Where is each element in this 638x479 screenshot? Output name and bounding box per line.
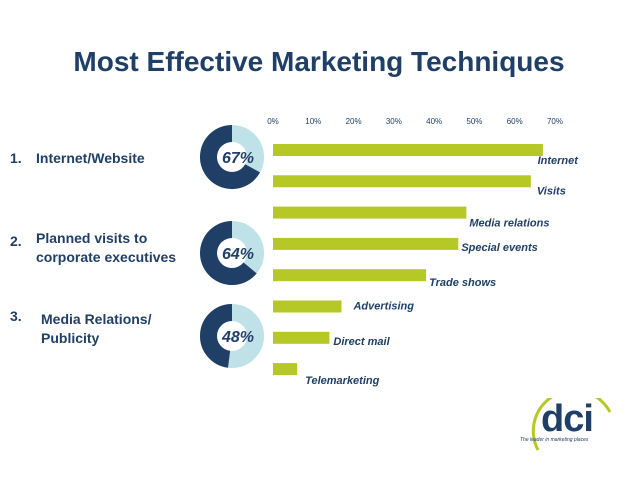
- x-tick-label: 40%: [426, 117, 442, 126]
- donut-label: 67%: [222, 150, 254, 167]
- bar-label: Visits: [537, 185, 566, 197]
- bar: [273, 144, 543, 156]
- bar: [273, 300, 342, 313]
- donut-arc: [200, 304, 233, 368]
- x-tick-label: 50%: [466, 117, 482, 126]
- x-tick-label: 20%: [346, 117, 362, 126]
- donut-label: 64%: [222, 246, 254, 263]
- bar: [273, 269, 427, 282]
- bar-label: Direct mail: [333, 336, 390, 348]
- rank-number: 3.: [10, 308, 22, 324]
- x-tick-label: 10%: [305, 117, 321, 126]
- x-tick-label: 30%: [386, 117, 402, 126]
- bar-label: Media relations: [469, 218, 549, 230]
- bar: [273, 331, 330, 344]
- rank-label: Media Relations/ Publicity: [41, 310, 151, 348]
- x-tick-label: 60%: [507, 117, 523, 126]
- rank-label: Planned visits to corporate executives: [36, 229, 176, 267]
- bar: [273, 206, 467, 219]
- rank-label: Internet/Website: [36, 149, 145, 168]
- donut-arc: [200, 221, 257, 285]
- logo-name: dci: [541, 398, 594, 440]
- rank-number: 1.: [10, 150, 22, 166]
- rank-label-line: Publicity: [41, 330, 100, 346]
- rank-label-line: Internet/Website: [36, 150, 145, 166]
- dci-logo-ring: [531, 398, 612, 451]
- bar-label: Trade shows: [429, 277, 496, 289]
- donut-label: 48%: [221, 329, 254, 346]
- bar-label: Telemarketing: [305, 375, 379, 387]
- bar: [273, 237, 459, 250]
- rank-label-line: Media Relations/: [41, 311, 152, 327]
- x-tick-label: 0%: [267, 117, 279, 126]
- chart-title: Most Effective Marketing Techniques: [73, 46, 565, 77]
- rank-number: 2.: [10, 233, 22, 249]
- bar: [273, 363, 298, 376]
- bar-label: Special events: [461, 242, 537, 254]
- bar-label: Advertising: [352, 301, 414, 313]
- rank-label-line: Planned visits to: [36, 230, 148, 246]
- rank-label-line: corporate executives: [36, 249, 177, 265]
- bar: [273, 175, 531, 188]
- x-tick-label: 70%: [547, 117, 563, 126]
- bar-label: Internet: [538, 155, 580, 167]
- logo-tagline: The leader in marketing places: [520, 437, 589, 443]
- donut-arc: [200, 125, 261, 189]
